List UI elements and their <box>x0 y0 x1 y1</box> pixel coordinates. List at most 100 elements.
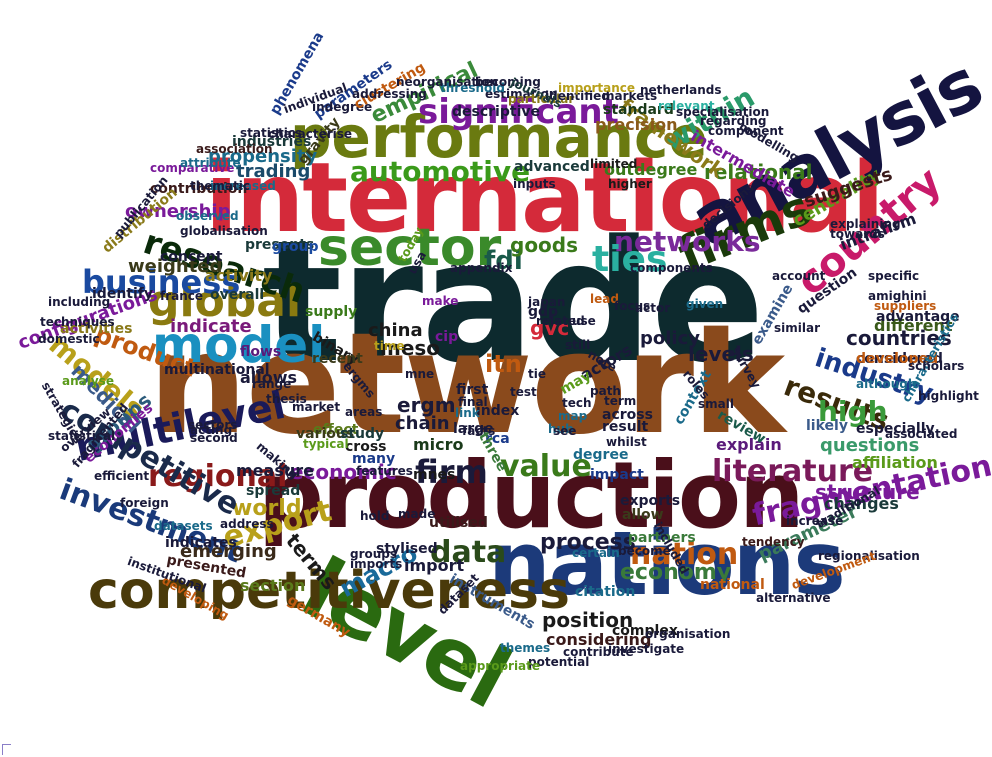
word-indicate: indicate <box>170 316 252 337</box>
word-considering: considering <box>546 630 652 649</box>
word-countries: countries <box>846 326 952 350</box>
word-facts: facts <box>462 424 496 438</box>
word-affiliation: affiliation <box>852 453 938 472</box>
word-large: large <box>453 421 494 437</box>
word-stylised: stylised <box>376 541 438 557</box>
word-trade: trade <box>262 204 765 400</box>
word-estimation: estimation <box>485 87 558 101</box>
word-group: group <box>272 239 319 255</box>
word-small: small <box>698 397 734 411</box>
word-activity: activity <box>205 266 273 285</box>
word-economy: economy <box>620 560 732 585</box>
word-cip: cip <box>435 329 459 345</box>
word-gvc: gvc <box>530 316 570 340</box>
word-themes: themes <box>500 641 551 655</box>
word-areas: areas <box>345 405 383 419</box>
word-gdp: gdp <box>528 304 559 320</box>
word-regional: regional <box>148 459 288 494</box>
word-observed: observed <box>176 209 239 223</box>
word-tendency: tendency <box>742 535 805 549</box>
word-potential: potential <box>528 655 590 669</box>
word-make: make <box>422 294 459 308</box>
word-groups: groups <box>350 547 398 561</box>
word-appropriate: appropriate <box>460 659 541 673</box>
word-towards: towards <box>830 227 885 241</box>
word-final: final <box>458 395 488 409</box>
word-relevant: relevant <box>658 99 715 113</box>
word-markets: markets <box>602 89 658 103</box>
word-attribute: attribute <box>180 156 241 170</box>
word-actor: actor <box>635 301 671 315</box>
word-across: across <box>602 407 653 423</box>
word-contribution: contribution <box>150 181 248 197</box>
word-model: model <box>152 316 326 374</box>
word-business: business <box>82 263 241 301</box>
word-highlight: highlight <box>918 389 979 403</box>
word-globalisation: globalisation <box>180 224 268 238</box>
word-specific: specific <box>868 269 920 283</box>
word-position: position <box>542 608 634 632</box>
word-becoming: becoming <box>475 75 541 89</box>
word-supply: supply <box>305 304 358 320</box>
word-second: second <box>190 431 238 445</box>
word-sector: sector <box>318 218 502 278</box>
word-nations: nations <box>488 512 846 615</box>
word-related: related <box>536 314 585 328</box>
word-addressing: addressing <box>352 87 427 101</box>
word-specialisation: specialisation <box>676 105 770 119</box>
word-sectors: sectors <box>188 418 238 432</box>
word-limited: limited <box>590 157 638 171</box>
word-developed: developed <box>856 351 939 367</box>
word-mne: mne <box>405 367 435 381</box>
word-structure: structure <box>815 480 920 504</box>
word-explaining: explaining <box>830 217 901 231</box>
word-similar: similar <box>774 321 821 335</box>
word-significant: significant <box>418 92 619 132</box>
word-appendix: appendix <box>450 261 513 275</box>
word-first: first <box>456 382 489 398</box>
word-cross: cross <box>345 439 387 455</box>
word-ownership: ownership <box>125 201 231 222</box>
word-time: time <box>374 339 405 353</box>
word-network: network <box>148 303 785 466</box>
word-measure: measure <box>236 461 314 480</box>
word-likely: likely <box>806 418 848 434</box>
word-statistics: statistics <box>240 126 303 140</box>
word-precision: precision <box>595 115 678 134</box>
word-typical: typical <box>303 437 349 451</box>
word-regarding: regarding <box>700 114 767 128</box>
word-particular: particular <box>508 92 575 106</box>
word-multinational: multinational <box>164 362 270 378</box>
word-different: different <box>874 316 953 335</box>
word-overall: overall <box>210 287 265 303</box>
word-ergm: ergm <box>397 393 456 417</box>
word-study: study <box>340 426 385 442</box>
word-comparative: comparative <box>150 161 235 175</box>
corner-mark <box>2 744 11 755</box>
word-increased: increased <box>210 179 276 193</box>
word-link: link <box>455 406 480 420</box>
word-imports: imports <box>350 557 403 571</box>
word-datasets: datasets <box>154 519 213 533</box>
word-impact: impact <box>590 467 644 483</box>
word-identify: identify <box>92 286 153 302</box>
word-test: test <box>510 385 537 399</box>
word-foreign: foreign <box>120 496 169 510</box>
word-changes: changes <box>824 494 899 513</box>
word-automotive: automotive <box>350 155 531 188</box>
word-degree: degree <box>573 447 629 463</box>
word-market: market <box>292 400 341 414</box>
word-exports: exports <box>620 493 681 509</box>
word-netherlands: netherlands <box>640 83 722 97</box>
word-map: map <box>558 409 588 423</box>
word-indicates: indicates <box>165 535 237 551</box>
word-result: result <box>602 419 649 435</box>
word-complex: complex <box>612 623 678 639</box>
word-given: given <box>686 297 724 311</box>
word-characterise: characterise <box>268 127 353 141</box>
word-competitiveness: competitiveness <box>88 561 570 621</box>
word-account: account <box>772 269 826 283</box>
word-japan: japan <box>528 295 566 309</box>
word-techniques: techniques <box>40 315 115 329</box>
